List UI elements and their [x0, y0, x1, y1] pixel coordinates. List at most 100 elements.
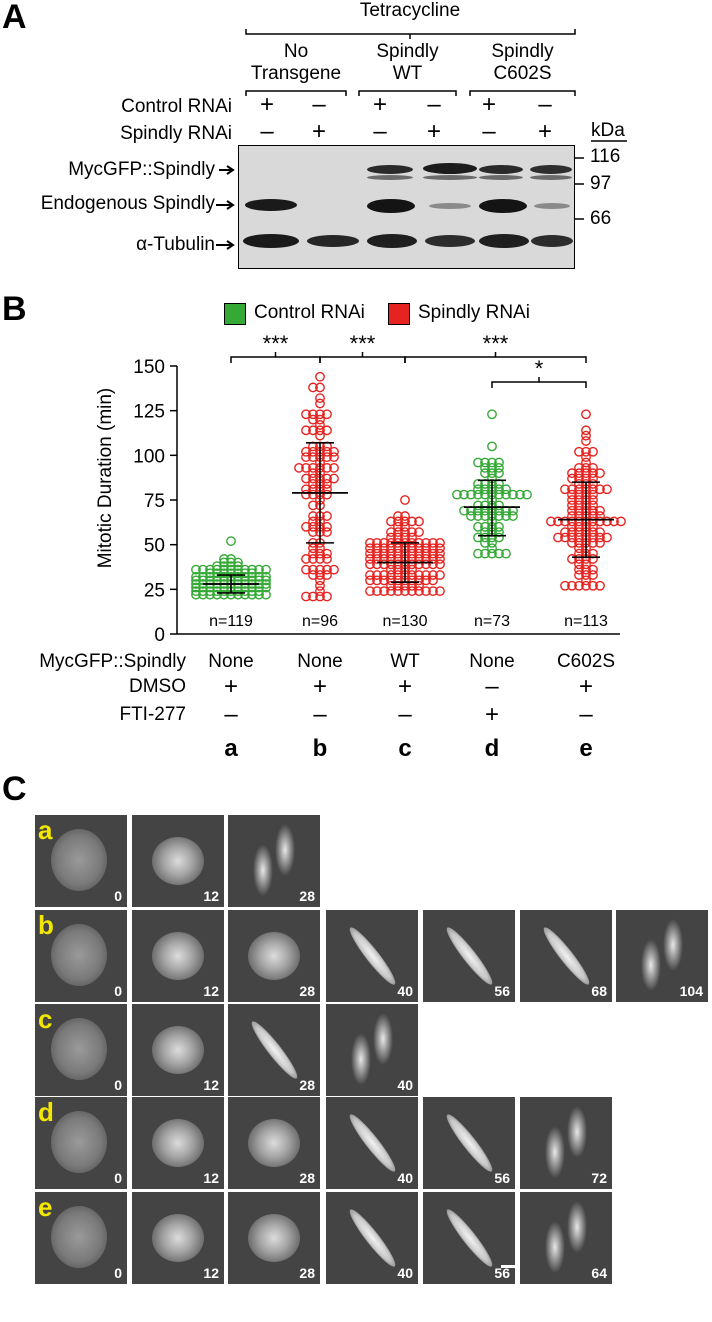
data-point-c-92: [372, 575, 382, 586]
time-label: 28: [299, 983, 315, 999]
data-point-e-43: [581, 425, 591, 436]
data-point-e-86: [588, 570, 598, 580]
data-point-e-16: [574, 516, 584, 527]
frame-b-2: 28: [228, 910, 320, 1002]
y-tick-label-0: 0: [154, 625, 165, 646]
condition-value-1-1: +: [312, 673, 327, 700]
data-point-e-52: [574, 521, 584, 532]
data-point-c-23: [407, 548, 417, 559]
data-point-c-31: [407, 575, 417, 586]
data-point-d-25: [480, 489, 490, 500]
data-point-b-77: [322, 479, 332, 489]
data-point-c-73: [365, 554, 375, 564]
data-point-b-67: [322, 521, 332, 532]
sig-label-2: ***: [483, 331, 509, 356]
condition-value-1-4: +: [578, 673, 593, 700]
data-point-c-25: [393, 516, 403, 527]
data-point-c-28: [407, 559, 417, 570]
data-point-b-31: [322, 570, 332, 580]
data-point-b-76: [322, 591, 332, 602]
cell-image: [345, 1110, 400, 1176]
data-point-e-19: [581, 570, 591, 580]
sign-control-lane-1: +: [259, 91, 274, 118]
data-point-c-118: [365, 543, 375, 554]
cell-image: [152, 932, 204, 980]
y-tick-label-25: 25: [144, 580, 165, 601]
data-point-b-57: [308, 591, 318, 602]
data-point-b-7: [315, 570, 325, 580]
time-label: 64: [591, 1265, 607, 1281]
frame-b-3: 40: [326, 910, 418, 1002]
data-point-b-38: [322, 446, 332, 457]
data-point-a-82: [191, 579, 201, 589]
data-point-d-54: [459, 489, 469, 500]
data-point-c-5: [407, 586, 417, 597]
data-point-d-17: [480, 521, 490, 532]
condition-letter-a: a: [224, 735, 238, 762]
data-point-a-67: [212, 568, 222, 579]
data-point-c-122: [386, 564, 396, 575]
data-point-d-48: [473, 521, 483, 532]
cell-image: [152, 837, 204, 885]
sign-spindly-lane-5: –: [482, 118, 496, 145]
time-label: 0: [114, 983, 122, 999]
data-point-b-33: [308, 409, 318, 420]
data-point-d-56: [501, 511, 511, 521]
data-point-a-62: [254, 589, 264, 600]
time-label: 12: [203, 983, 219, 999]
data-point-c-41: [421, 570, 431, 580]
sign-spindly-lane-4: +: [426, 118, 441, 145]
data-point-c-67: [428, 586, 438, 597]
data-point-e-44: [588, 537, 598, 548]
data-point-c-82: [435, 537, 445, 548]
data-point-b-37: [308, 548, 318, 559]
data-point-c-99: [407, 527, 417, 538]
panel-a-brackets: [216, 29, 627, 250]
frame-c-3: 40: [326, 1004, 418, 1096]
data-point-c-60: [393, 511, 403, 521]
data-point-a-73: [219, 561, 229, 572]
condition-value-0-2: WT: [390, 651, 420, 672]
data-point-b-18: [322, 473, 332, 484]
cell-image: [51, 829, 107, 891]
data-point-d-12: [487, 543, 497, 554]
condition-label-0: MycGFP::Spindly: [39, 651, 186, 672]
data-point-b-15: [308, 473, 318, 484]
y-tick-label-125: 125: [133, 402, 165, 423]
data-point-e-30: [581, 446, 591, 457]
group-label-no-transgene: No Transgene: [250, 41, 342, 84]
data-point-e-11: [588, 532, 598, 543]
data-point-d-62: [480, 468, 490, 479]
frame-b-1: 12: [132, 910, 224, 1002]
data-point-e-89: [574, 489, 584, 500]
condition-value-0-4: C602S: [556, 651, 616, 672]
cell-image: [520, 1097, 612, 1189]
data-point-e-85: [581, 430, 591, 441]
data-point-e-21: [567, 516, 577, 527]
condition-value-1-2: +: [397, 673, 412, 700]
data-point-a-117: [261, 564, 271, 575]
frame-c-1: 12: [132, 1004, 224, 1096]
data-point-d-39: [480, 457, 490, 468]
data-point-b-71: [308, 500, 318, 511]
data-point-c-22: [393, 575, 403, 586]
data-point-e-48: [588, 468, 598, 479]
data-point-c-76: [421, 575, 431, 586]
data-point-c-24: [414, 586, 424, 597]
data-point-e-74: [588, 554, 598, 564]
data-point-d-43: [473, 511, 483, 521]
data-point-c-96: [365, 559, 375, 570]
time-label: 56: [494, 1170, 510, 1186]
data-point-c-44: [393, 543, 403, 554]
data-point-e-91: [588, 564, 598, 575]
data-point-b-28: [315, 548, 325, 559]
time-label: 0: [114, 1265, 122, 1281]
data-point-d-38: [466, 489, 476, 500]
data-point-c-70: [379, 559, 389, 570]
sign-control-lane-3: +: [372, 91, 387, 118]
data-point-d-44: [480, 537, 490, 548]
data-point-d-7: [473, 484, 483, 495]
data-point-d-20: [480, 511, 490, 521]
time-label: 12: [203, 888, 219, 904]
sig-bracket-0: [230, 356, 321, 363]
